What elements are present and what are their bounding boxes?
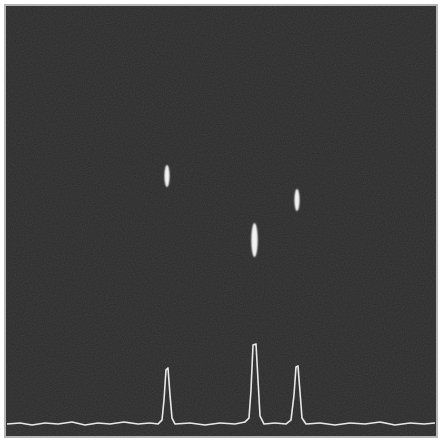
page xyxy=(0,0,442,442)
spot xyxy=(164,165,169,187)
image-grain xyxy=(6,6,436,436)
gel-image xyxy=(0,0,442,442)
spot xyxy=(251,223,257,257)
spot xyxy=(294,189,299,211)
